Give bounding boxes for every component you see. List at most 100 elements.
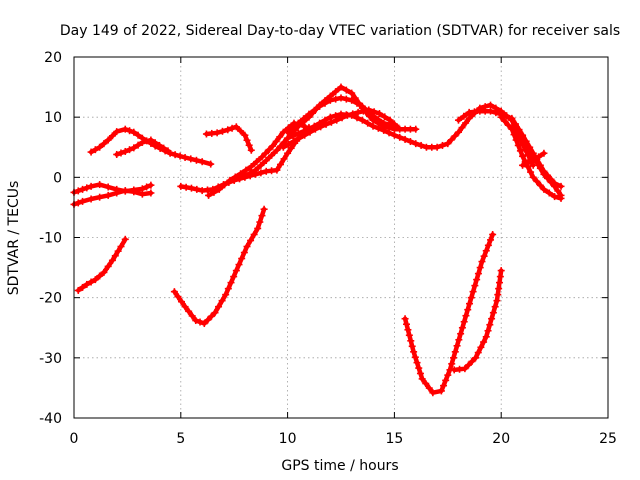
y-tick-labels: 20 10 0 -10 -20 -30 -40: [39, 50, 62, 427]
data-point: [489, 309, 497, 317]
data-point: [473, 276, 481, 284]
data-point: [279, 143, 287, 151]
data-point: [464, 306, 472, 314]
data-point: [228, 124, 236, 132]
data-point: [519, 132, 527, 140]
data-point: [196, 318, 204, 326]
data-point: [104, 136, 112, 144]
data-point: [87, 195, 95, 203]
data-point: [333, 116, 341, 124]
data-point: [482, 333, 490, 341]
data-point: [375, 110, 383, 118]
data-point: [444, 140, 452, 148]
data-point: [272, 137, 280, 145]
data-point: [257, 161, 265, 169]
data-point: [130, 128, 138, 136]
data-point: [236, 175, 244, 183]
data-point: [96, 181, 104, 189]
data-point: [322, 120, 330, 128]
series-line: [509, 117, 564, 198]
x-tick-label: 15: [385, 431, 403, 447]
data-point: [198, 158, 206, 166]
data-point: [418, 375, 426, 383]
data-point: [181, 303, 189, 311]
data-point: [451, 348, 459, 356]
data-point: [176, 152, 184, 160]
data-point: [433, 143, 441, 151]
data-point: [551, 193, 559, 201]
data-point: [411, 353, 419, 361]
data-point: [370, 108, 378, 116]
data-point: [455, 336, 463, 344]
data-point: [245, 141, 253, 149]
data-point: [480, 252, 488, 260]
data-point: [238, 255, 246, 263]
data-point: [276, 160, 284, 168]
data-point: [472, 354, 480, 362]
data-point: [496, 273, 504, 281]
data-point: [491, 303, 499, 311]
data-point: [527, 147, 535, 155]
data-point: [210, 188, 218, 196]
data-point: [237, 127, 245, 135]
data-point: [482, 247, 490, 255]
data-point: [477, 343, 485, 351]
data-point: [213, 129, 221, 137]
data-point: [268, 151, 276, 159]
data-point: [524, 142, 532, 150]
data-point: [447, 136, 455, 144]
data-point: [519, 152, 527, 160]
data-point: [543, 174, 551, 182]
data-point: [257, 169, 265, 177]
data-point: [515, 127, 523, 135]
data-point: [232, 123, 240, 131]
data-point: [87, 148, 95, 156]
data-point: [460, 112, 468, 120]
data-point: [250, 230, 258, 238]
data-point: [138, 138, 146, 146]
data-point: [464, 361, 472, 369]
data-point: [235, 261, 243, 269]
data-point: [332, 112, 340, 120]
data-point: [342, 86, 350, 94]
data-point: [285, 140, 293, 148]
data-point: [497, 267, 505, 275]
axis-ticks: [73, 56, 609, 419]
data-point: [540, 170, 548, 178]
data-point: [465, 114, 473, 122]
data-point: [126, 127, 134, 135]
data-point: [353, 114, 361, 122]
data-point: [221, 181, 229, 189]
data-point: [348, 89, 356, 97]
y-tick-label: -20: [39, 291, 62, 307]
data-point: [536, 181, 544, 189]
series-line: [71, 188, 154, 207]
data-point: [269, 142, 277, 150]
data-point: [467, 294, 475, 302]
data-point: [224, 285, 232, 293]
y-tick-label: -30: [39, 351, 62, 367]
data-point: [458, 324, 466, 332]
data-point: [533, 177, 541, 185]
data-point: [545, 189, 553, 197]
data-point: [512, 136, 520, 144]
data-point: [440, 382, 448, 390]
data-point: [151, 139, 159, 147]
data-point: [407, 337, 415, 345]
data-point: [540, 149, 548, 157]
data-point: [511, 122, 519, 130]
data-point: [451, 132, 459, 140]
data-point: [232, 267, 240, 275]
series-arc-3: [202, 123, 255, 154]
data-point: [204, 316, 212, 324]
y-tick-label: 10: [44, 110, 62, 126]
data-point: [415, 364, 423, 372]
data-point: [215, 303, 223, 311]
data-point: [413, 359, 421, 367]
data-point: [348, 96, 356, 104]
data-point: [79, 185, 87, 193]
data-point: [510, 131, 518, 139]
data-point: [390, 131, 398, 139]
data-point: [374, 124, 382, 132]
data-point: [192, 317, 200, 325]
